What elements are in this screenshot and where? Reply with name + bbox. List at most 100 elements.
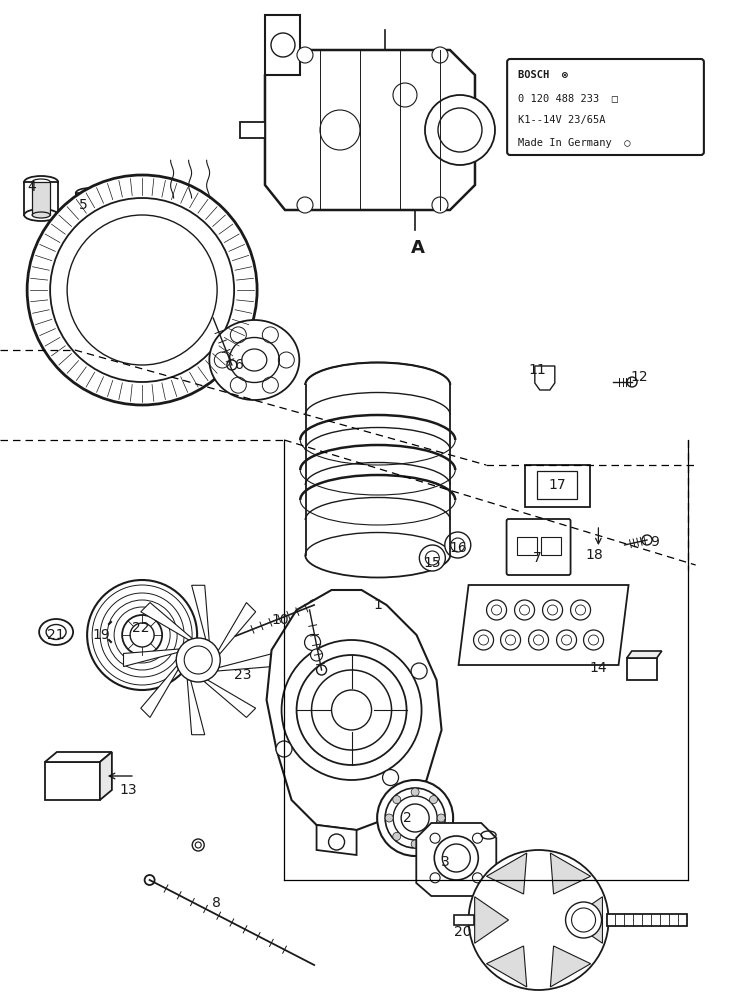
Text: K1--14V 23/65A: K1--14V 23/65A (518, 115, 606, 125)
FancyBboxPatch shape (607, 914, 687, 926)
Circle shape (385, 788, 445, 848)
Circle shape (296, 655, 407, 765)
Text: 9: 9 (650, 535, 659, 549)
Circle shape (67, 215, 217, 365)
Circle shape (473, 630, 494, 650)
Circle shape (401, 804, 429, 832)
Text: 22: 22 (132, 621, 150, 635)
Circle shape (515, 600, 535, 620)
Circle shape (571, 600, 591, 620)
Text: 14: 14 (589, 661, 607, 675)
Circle shape (411, 788, 419, 796)
FancyBboxPatch shape (453, 915, 473, 925)
Circle shape (393, 796, 437, 840)
Polygon shape (123, 649, 180, 667)
Circle shape (438, 108, 482, 152)
Circle shape (473, 873, 482, 883)
Text: 2: 2 (403, 811, 412, 825)
Text: 11: 11 (528, 363, 546, 377)
Ellipse shape (76, 210, 104, 220)
Circle shape (177, 638, 220, 682)
Text: 20: 20 (453, 925, 471, 939)
Polygon shape (551, 946, 591, 987)
Circle shape (385, 814, 393, 822)
Circle shape (393, 796, 401, 804)
Circle shape (297, 197, 313, 213)
Polygon shape (187, 679, 205, 735)
Circle shape (486, 600, 506, 620)
Circle shape (411, 663, 427, 679)
Polygon shape (568, 897, 602, 943)
FancyBboxPatch shape (240, 122, 265, 138)
Polygon shape (191, 585, 209, 641)
Circle shape (312, 670, 391, 750)
Text: 13: 13 (120, 783, 138, 797)
Ellipse shape (24, 209, 58, 221)
Polygon shape (141, 666, 178, 717)
Polygon shape (265, 50, 475, 210)
FancyBboxPatch shape (24, 182, 58, 215)
Circle shape (328, 834, 345, 850)
Polygon shape (475, 897, 509, 943)
Circle shape (500, 630, 521, 650)
Text: 16: 16 (450, 541, 468, 555)
Text: 23: 23 (234, 668, 252, 682)
Text: 19: 19 (92, 628, 110, 642)
Circle shape (557, 630, 577, 650)
Ellipse shape (32, 212, 50, 218)
Polygon shape (100, 752, 112, 800)
Ellipse shape (32, 179, 50, 185)
Polygon shape (217, 653, 273, 671)
FancyBboxPatch shape (76, 193, 104, 215)
Polygon shape (535, 366, 555, 390)
Text: 6: 6 (235, 358, 244, 372)
Circle shape (429, 832, 438, 840)
Text: 15: 15 (423, 556, 441, 570)
Circle shape (542, 600, 562, 620)
Text: 5: 5 (79, 198, 88, 212)
Text: 7: 7 (533, 551, 542, 565)
Ellipse shape (39, 619, 73, 645)
FancyBboxPatch shape (525, 465, 590, 507)
Text: 3: 3 (441, 855, 450, 869)
Polygon shape (459, 585, 628, 665)
Circle shape (420, 545, 445, 571)
Circle shape (437, 814, 445, 822)
Polygon shape (204, 680, 256, 717)
Circle shape (87, 580, 197, 690)
Circle shape (583, 630, 604, 650)
Circle shape (411, 840, 419, 848)
FancyBboxPatch shape (627, 658, 657, 680)
Polygon shape (45, 752, 112, 762)
Polygon shape (141, 603, 192, 640)
Polygon shape (627, 651, 662, 658)
Circle shape (281, 640, 422, 780)
Ellipse shape (46, 624, 66, 640)
Circle shape (429, 796, 438, 804)
Polygon shape (218, 603, 256, 654)
Circle shape (331, 690, 372, 730)
Circle shape (393, 832, 401, 840)
Circle shape (297, 47, 313, 63)
Ellipse shape (76, 188, 104, 198)
Polygon shape (316, 825, 357, 855)
Circle shape (571, 908, 595, 932)
FancyBboxPatch shape (507, 59, 704, 155)
FancyBboxPatch shape (265, 15, 300, 75)
Text: 10: 10 (272, 613, 289, 627)
Text: 0 120 488 233  □: 0 120 488 233 □ (518, 93, 618, 103)
Circle shape (122, 615, 162, 655)
Ellipse shape (209, 320, 299, 400)
Circle shape (430, 833, 440, 843)
Circle shape (50, 198, 234, 382)
Polygon shape (486, 946, 527, 987)
Circle shape (445, 532, 470, 558)
FancyBboxPatch shape (506, 519, 571, 575)
Circle shape (310, 649, 322, 661)
Polygon shape (266, 590, 441, 830)
Text: Made In Germany  ○: Made In Germany ○ (518, 138, 631, 148)
Polygon shape (551, 853, 591, 894)
Text: BOSCH  ⊗: BOSCH ⊗ (518, 70, 568, 81)
Text: 8: 8 (212, 896, 221, 910)
Text: 12: 12 (631, 370, 649, 384)
